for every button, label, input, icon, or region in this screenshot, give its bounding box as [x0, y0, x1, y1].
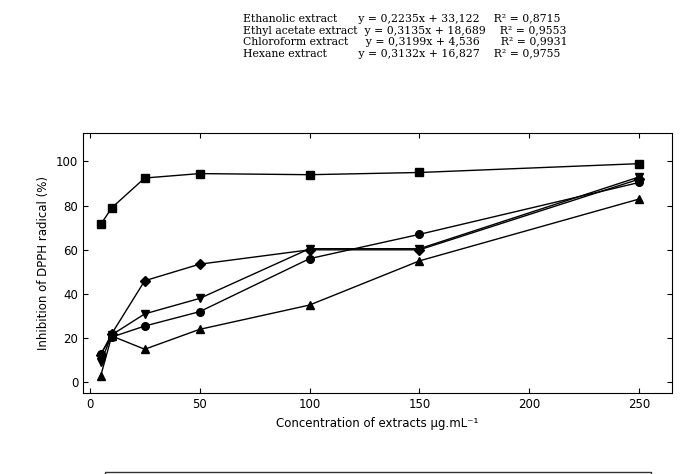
Ethanolic extract	[195, 261, 204, 267]
Trolox	[635, 161, 643, 166]
Hexane extract	[415, 231, 423, 237]
Trolox	[141, 175, 149, 181]
Ethanolic extract	[415, 247, 423, 253]
Hexane extract	[96, 351, 105, 356]
Chloroform extract	[415, 258, 423, 264]
Chloroform extract	[306, 302, 314, 308]
Hexane extract	[141, 323, 149, 329]
Hexane extract	[107, 334, 116, 340]
Ethyl acetate extract	[415, 246, 423, 252]
Ethyl acetate extract	[96, 360, 105, 365]
Line: Ethanolic extract: Ethanolic extract	[97, 176, 642, 358]
Ethanolic extract	[107, 331, 116, 337]
Line: Ethyl acetate extract: Ethyl acetate extract	[97, 173, 643, 366]
Trolox	[415, 170, 423, 175]
Chloroform extract	[635, 196, 643, 202]
Trolox	[195, 171, 204, 176]
Ethanolic extract	[635, 176, 643, 182]
Ethanolic extract	[96, 352, 105, 357]
X-axis label: Concentration of extracts μg.mL⁻¹: Concentration of extracts μg.mL⁻¹	[277, 417, 479, 430]
Chloroform extract	[195, 327, 204, 332]
Chloroform extract	[96, 373, 105, 379]
Text: Ethanolic extract      y = 0,2235x + 33,122    R² = 0,8715
Ethyl acetate extract: Ethanolic extract y = 0,2235x + 33,122 R…	[243, 14, 567, 59]
Trolox	[107, 205, 116, 210]
Ethanolic extract	[306, 247, 314, 253]
Chloroform extract	[107, 333, 116, 339]
Y-axis label: Inhibition of DPPH radical (%): Inhibition of DPPH radical (%)	[37, 176, 51, 350]
Chloroform extract	[141, 346, 149, 352]
Hexane extract	[306, 256, 314, 262]
Ethyl acetate extract	[635, 174, 643, 180]
Legend: Trolox, Hexane extract, Chloroform extract, Ethyl acetate extract, Ethanolic ext: Trolox, Hexane extract, Chloroform extra…	[105, 472, 651, 474]
Ethyl acetate extract	[195, 296, 204, 301]
Trolox	[96, 221, 105, 227]
Line: Hexane extract: Hexane extract	[97, 179, 643, 357]
Hexane extract	[635, 180, 643, 185]
Ethyl acetate extract	[306, 246, 314, 252]
Trolox	[306, 172, 314, 178]
Ethyl acetate extract	[107, 332, 116, 337]
Ethyl acetate extract	[141, 311, 149, 317]
Line: Trolox: Trolox	[97, 160, 643, 228]
Line: Chloroform extract: Chloroform extract	[97, 195, 643, 380]
Ethanolic extract	[141, 278, 149, 283]
Hexane extract	[195, 309, 204, 315]
